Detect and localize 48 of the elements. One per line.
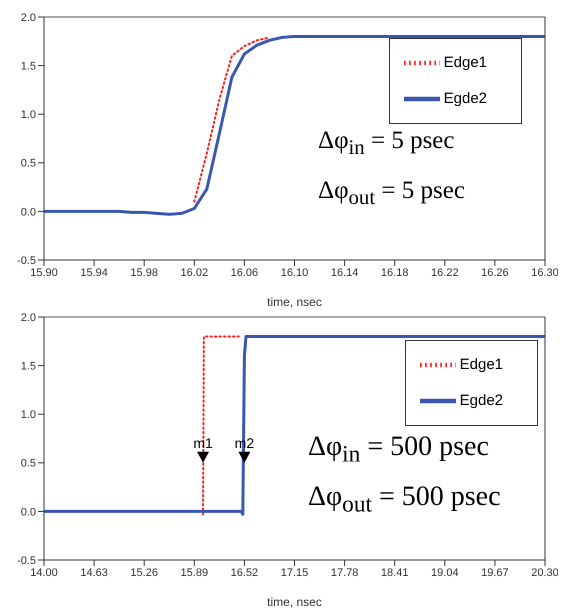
x-tick-label: 16.18 xyxy=(380,266,408,279)
annotation: Δφ$_{in}$ = 500 psec xyxy=(308,431,489,468)
x-tick-label: 16.14 xyxy=(330,266,358,279)
legend-label: Egde2 xyxy=(444,90,487,107)
y-tick-label: 0.5 xyxy=(20,458,36,470)
line-series xyxy=(193,36,270,203)
legend-label: Edge1 xyxy=(460,356,503,373)
y-tick-label: 0.5 xyxy=(20,158,36,170)
x-tick-label: 16.30 xyxy=(531,266,559,279)
x-tick-label: 16.26 xyxy=(481,266,509,279)
y-tick-label: 1.5 xyxy=(20,60,36,73)
line-series xyxy=(44,34,545,216)
x-tick-label: 15.90 xyxy=(30,266,58,279)
x-tick-label: 16.22 xyxy=(431,266,459,279)
y-tick-label: 1.5 xyxy=(20,360,36,373)
y-tick-label: 1.0 xyxy=(20,109,36,122)
y-tick-label: 1.0 xyxy=(20,409,36,422)
x-tick-label: 19.67 xyxy=(481,566,509,579)
x-tick-label: 15.89 xyxy=(180,566,208,579)
x-axis-title: time, nsec xyxy=(267,595,322,609)
annotation: Δφ$_{in}$ = 5 psec xyxy=(318,127,454,159)
y-tick-label: -0.5 xyxy=(17,554,36,567)
x-tick-label: 16.52 xyxy=(230,566,258,579)
annotation: Δφ$_{out}$ = 5 psec xyxy=(318,177,465,209)
y-tick-label: 0.0 xyxy=(20,206,36,218)
line-series xyxy=(44,334,545,516)
annotation: m1 xyxy=(193,434,213,451)
y-tick-label: -0.5 xyxy=(17,254,36,267)
x-tick-label: 17.78 xyxy=(330,566,358,579)
x-tick-label: 17.15 xyxy=(280,566,308,579)
x-tick-label: 18.41 xyxy=(380,566,408,579)
x-tick-label: 14.63 xyxy=(80,566,108,579)
x-tick-label: 15.98 xyxy=(130,266,158,279)
annotation: Δφ$_{out}$ = 500 psec xyxy=(308,481,501,518)
y-tick-label: 2.0 xyxy=(20,12,36,24)
legend-label: Edge1 xyxy=(444,54,487,71)
x-tick-label: 16.02 xyxy=(180,266,208,279)
x-tick-label: 16.10 xyxy=(280,266,308,279)
legend-label: Egde2 xyxy=(460,392,503,409)
x-tick-label: 14.00 xyxy=(30,566,58,579)
x-tick-label: 15.94 xyxy=(80,266,108,279)
y-tick-label: 0.0 xyxy=(20,506,36,518)
x-tick-label: 15.26 xyxy=(130,566,158,579)
y-tick-label: 2.0 xyxy=(20,312,36,324)
x-axis-title: time, nsec xyxy=(267,295,322,309)
x-tick-label: 20.30 xyxy=(531,566,559,579)
x-tick-label: 19.04 xyxy=(431,566,459,579)
x-tick-label: 16.06 xyxy=(230,266,258,279)
